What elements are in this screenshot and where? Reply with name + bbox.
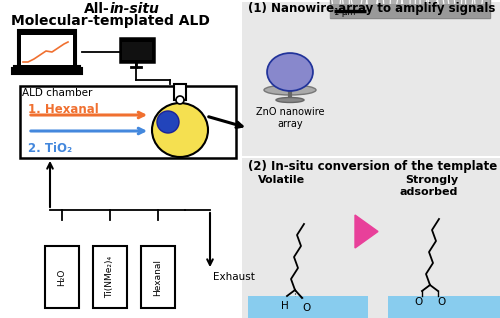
FancyBboxPatch shape [12, 68, 82, 74]
Circle shape [176, 96, 184, 104]
FancyBboxPatch shape [141, 246, 175, 308]
Ellipse shape [152, 103, 208, 157]
Text: Volatile: Volatile [258, 175, 305, 185]
FancyBboxPatch shape [14, 66, 80, 70]
Ellipse shape [264, 85, 316, 95]
FancyBboxPatch shape [93, 246, 127, 308]
Text: Ti(NMe₂)₄: Ti(NMe₂)₄ [106, 256, 114, 298]
FancyBboxPatch shape [120, 38, 154, 62]
Text: ZnO nanowire
array: ZnO nanowire array [256, 107, 324, 128]
FancyBboxPatch shape [45, 246, 79, 308]
Ellipse shape [276, 98, 304, 102]
Ellipse shape [268, 54, 312, 90]
FancyBboxPatch shape [330, 0, 490, 18]
Text: O: O [302, 303, 310, 313]
Text: Molecular-templated ALD: Molecular-templated ALD [10, 14, 209, 28]
Text: Hexanal: Hexanal [154, 259, 162, 295]
Text: (2) In-situ conversion of the template: (2) In-situ conversion of the template [248, 160, 497, 173]
Text: (1) Nanowire array to amplify signals: (1) Nanowire array to amplify signals [248, 2, 496, 15]
Text: H₂O: H₂O [58, 268, 66, 286]
Text: Exhaust: Exhaust [213, 272, 255, 282]
FancyBboxPatch shape [20, 86, 236, 158]
Text: 1. Hexanal: 1. Hexanal [28, 103, 99, 116]
FancyBboxPatch shape [388, 296, 500, 318]
FancyBboxPatch shape [330, 4, 490, 18]
Ellipse shape [267, 53, 313, 91]
FancyBboxPatch shape [248, 296, 368, 318]
FancyBboxPatch shape [242, 158, 500, 318]
Text: ALD chamber: ALD chamber [22, 88, 92, 98]
FancyBboxPatch shape [242, 2, 500, 156]
Ellipse shape [157, 111, 179, 133]
Text: O: O [437, 297, 446, 307]
Text: Strongly
adsorbed: Strongly adsorbed [400, 175, 458, 197]
Text: O: O [414, 297, 422, 307]
Text: 1 μm: 1 μm [334, 8, 355, 17]
Text: 2. TiO₂: 2. TiO₂ [28, 142, 72, 155]
Text: All-: All- [84, 2, 110, 16]
Text: in-situ: in-situ [110, 2, 160, 16]
FancyBboxPatch shape [174, 84, 186, 100]
Text: H: H [281, 301, 289, 311]
FancyBboxPatch shape [122, 42, 152, 60]
FancyBboxPatch shape [18, 30, 76, 68]
Polygon shape [355, 215, 378, 248]
FancyBboxPatch shape [21, 35, 73, 65]
